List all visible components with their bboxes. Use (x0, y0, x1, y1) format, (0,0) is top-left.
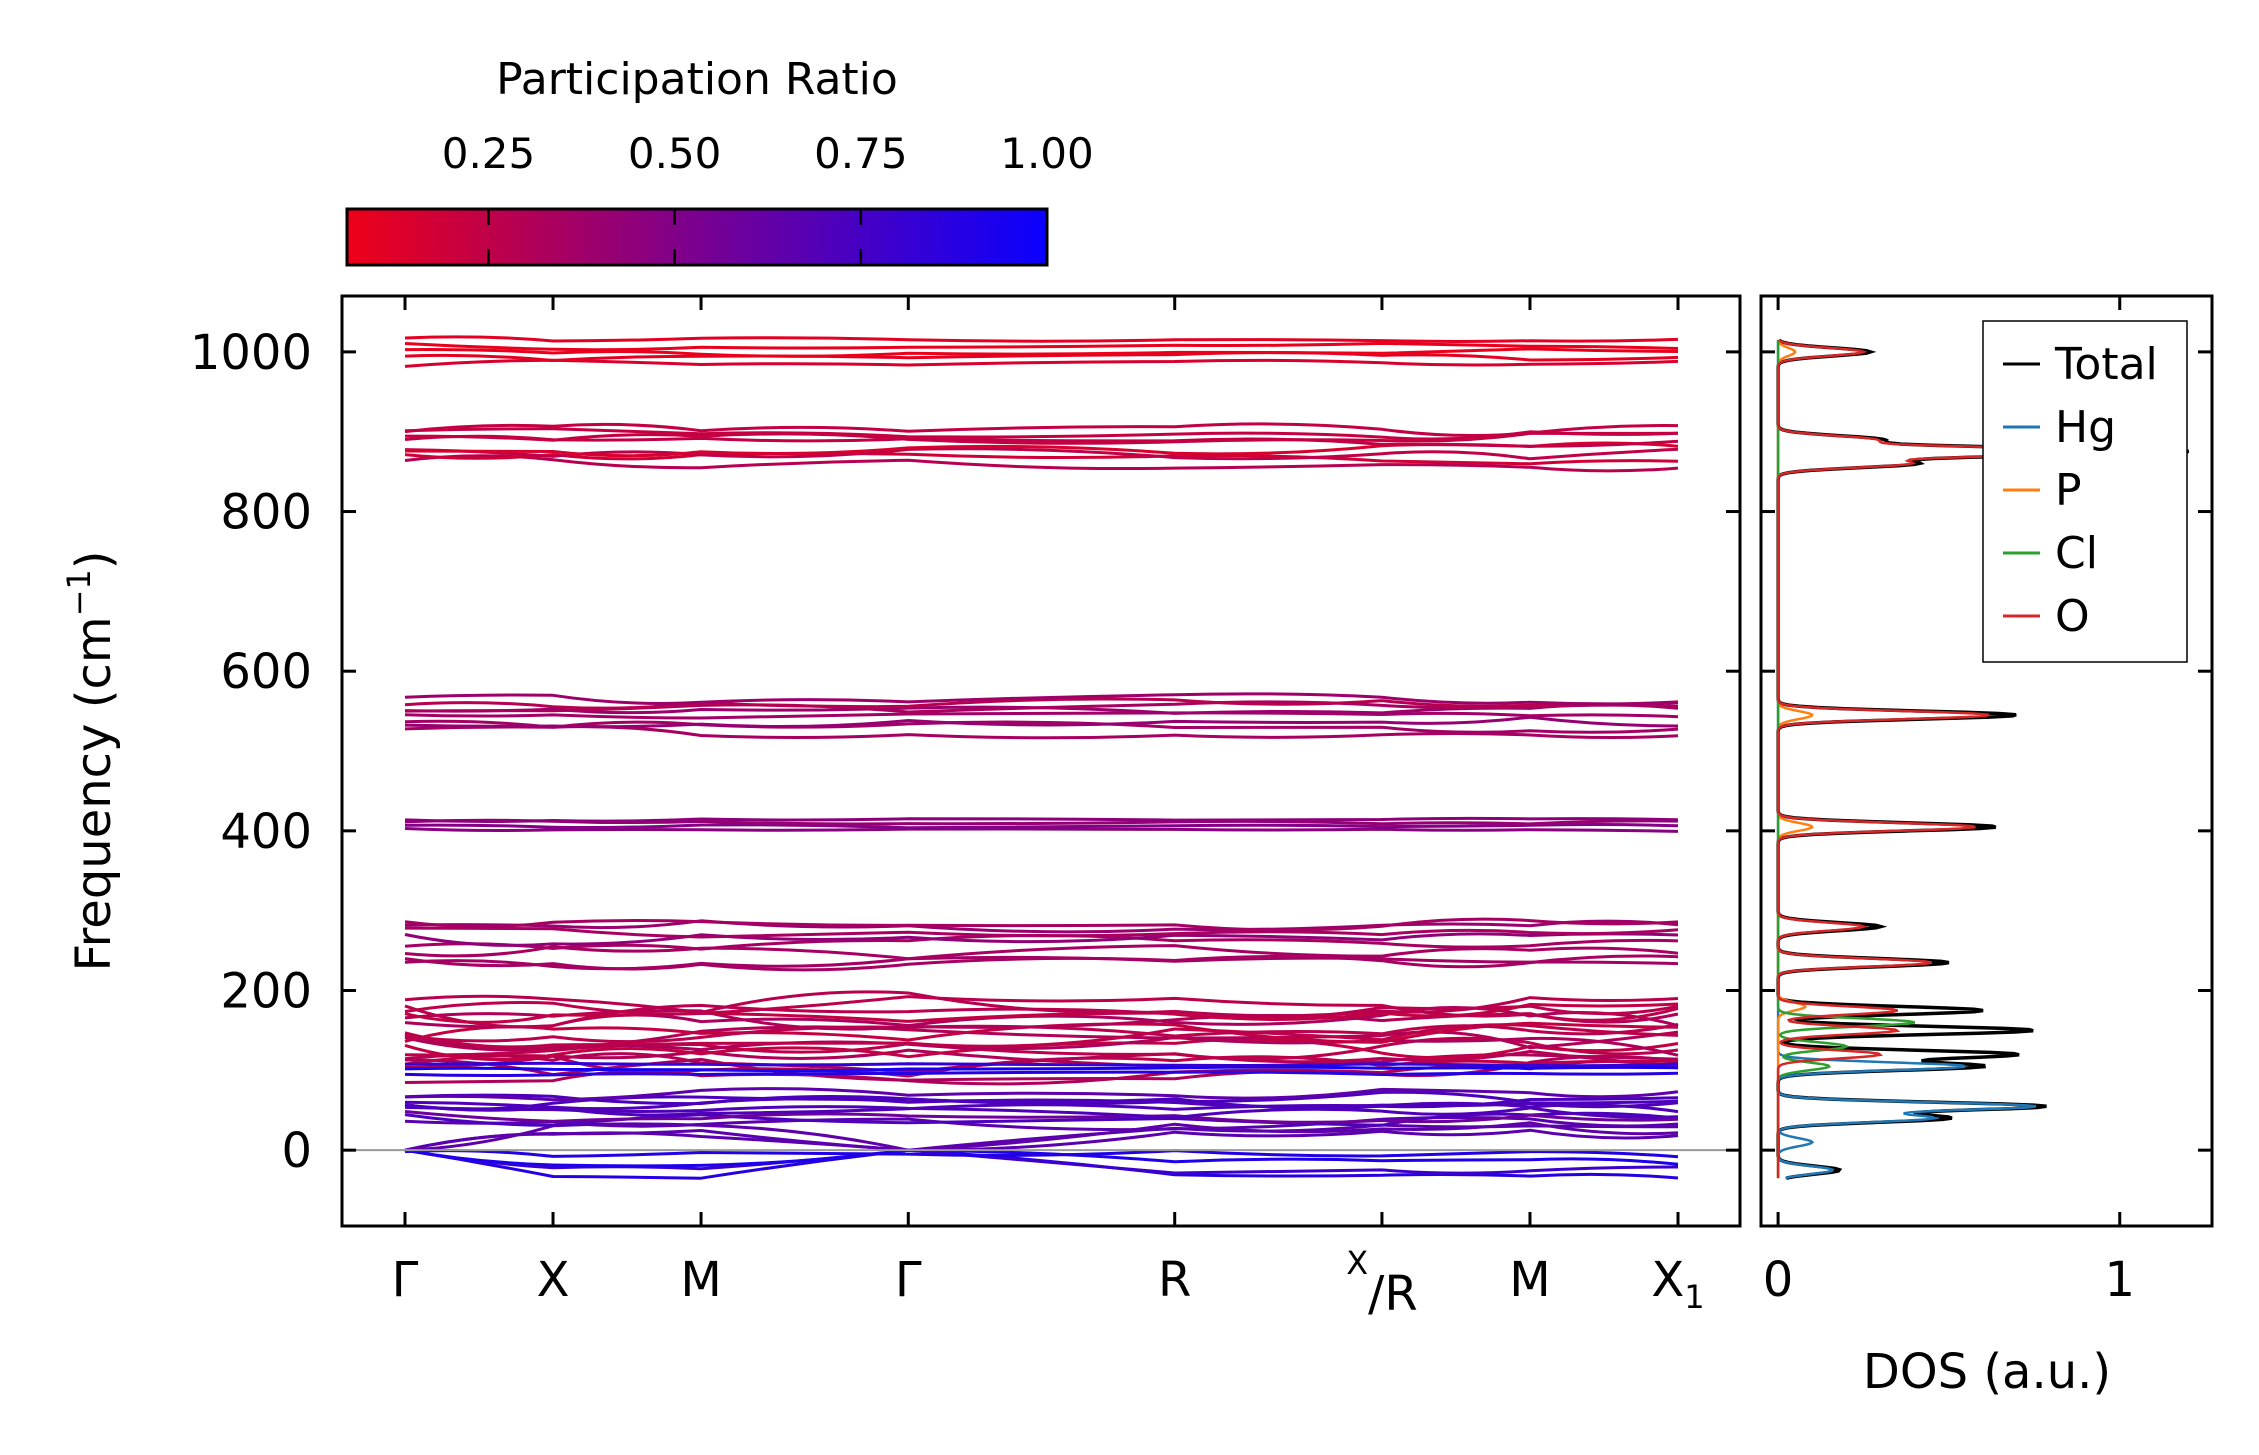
dos-curves (1776, 338, 2190, 1180)
phonon-band (404, 1021, 1679, 1044)
y-label-sup: −1 (60, 569, 98, 616)
phonon-band (404, 347, 1679, 358)
legend-label: P (2055, 465, 2082, 516)
y-tick-label: 0 (281, 1123, 312, 1179)
phonon-band (404, 1070, 1679, 1078)
dos-x-tick-label: 0 (1763, 1252, 1794, 1308)
colorbar: Participation Ratio 0.25 0.50 0.75 1.00 (345, 54, 1094, 267)
phonon-band (404, 823, 1679, 830)
colorbar-tick-label: 0.75 (814, 129, 908, 178)
phonon-band (404, 827, 1679, 833)
legend-label: Cl (2055, 528, 2098, 579)
dos-x-tick-label: 1 (2104, 1252, 2135, 1308)
high-symmetry-label: Γ (895, 1252, 922, 1308)
phonon-band (404, 816, 1679, 823)
phonon-bands (404, 335, 1679, 1180)
y-label-main: Frequency (cm (66, 616, 122, 971)
colorbar-title: Participation Ratio (496, 54, 898, 105)
high-symmetry-label: X (537, 1252, 570, 1308)
band-x-ticks: Γ X M Γ R X/R M X1 (392, 296, 1705, 1322)
phonon-band (404, 1087, 1679, 1102)
phonon-band (404, 1148, 1679, 1168)
y-tick-label: 800 (220, 485, 312, 541)
high-symmetry-label: M (680, 1252, 721, 1308)
y-tick-label: 200 (220, 964, 312, 1020)
phonon-band (404, 1110, 1679, 1124)
phonon-band (404, 335, 1679, 343)
colorbar-tick-label: 0.25 (442, 129, 536, 178)
phonon-band (404, 917, 1679, 932)
phonon-band (404, 358, 1679, 368)
phonon-band (404, 692, 1679, 706)
dos-series-o (1776, 338, 2172, 1179)
legend-label: O (2055, 591, 2090, 642)
phonon-band (404, 954, 1679, 972)
phonon-band (404, 919, 1679, 934)
colorbar-tick-label: 0.50 (628, 129, 722, 178)
phonon-band (404, 1061, 1679, 1068)
phonon-band (404, 990, 1679, 1018)
band-y-ticks: 0 200 400 600 800 1000 (190, 325, 1740, 1179)
phonon-band (404, 926, 1679, 939)
phonon-band (404, 1065, 1679, 1073)
dos-legend: Total Hg P Cl O (1982, 320, 2188, 663)
dos-y-ticks (1761, 350, 2212, 1152)
phonon-band (404, 447, 1679, 461)
band-y-axis-label: Frequency (cm−1) (60, 550, 122, 971)
high-symmetry-label: R (1158, 1252, 1191, 1308)
colorbar-ticks (487, 209, 1049, 265)
colorbar-tick-label: 1.00 (1000, 129, 1094, 178)
phonon-band (404, 341, 1679, 352)
high-symmetry-label: X1 (1651, 1252, 1704, 1316)
band-structure-panel: 0 200 400 600 800 1000 Γ X M Γ R X/R M X1 Frequency … (60, 294, 1742, 1322)
high-symmetry-label: Γ (392, 1252, 419, 1308)
y-tick-label: 600 (220, 644, 312, 700)
phonon-band (404, 1149, 1679, 1159)
phonon-band (404, 454, 1679, 473)
high-symmetry-label: X/R (1346, 1244, 1417, 1322)
phonon-band (404, 1023, 1679, 1044)
phonon-band (404, 1002, 1679, 1024)
y-tick-label: 400 (220, 804, 312, 860)
high-symmetry-label: M (1509, 1252, 1550, 1308)
dos-x-axis-label: DOS (a.u.) (1863, 1344, 2111, 1400)
legend-label: Hg (2055, 402, 2116, 453)
phonon-band (404, 711, 1679, 720)
dos-axes-frame (1759, 294, 2214, 1228)
colorbar-gradient (345, 207, 1049, 267)
y-tick-label: 1000 (190, 325, 312, 381)
colorbar-tick-labels: 0.25 0.50 0.75 1.00 (442, 129, 1094, 178)
phonon-band (404, 422, 1679, 438)
phonon-band (404, 1090, 1679, 1106)
y-label-end: ) (66, 550, 122, 569)
legend-label: Total (2054, 339, 2158, 390)
band-axes-frame (340, 294, 1742, 1228)
